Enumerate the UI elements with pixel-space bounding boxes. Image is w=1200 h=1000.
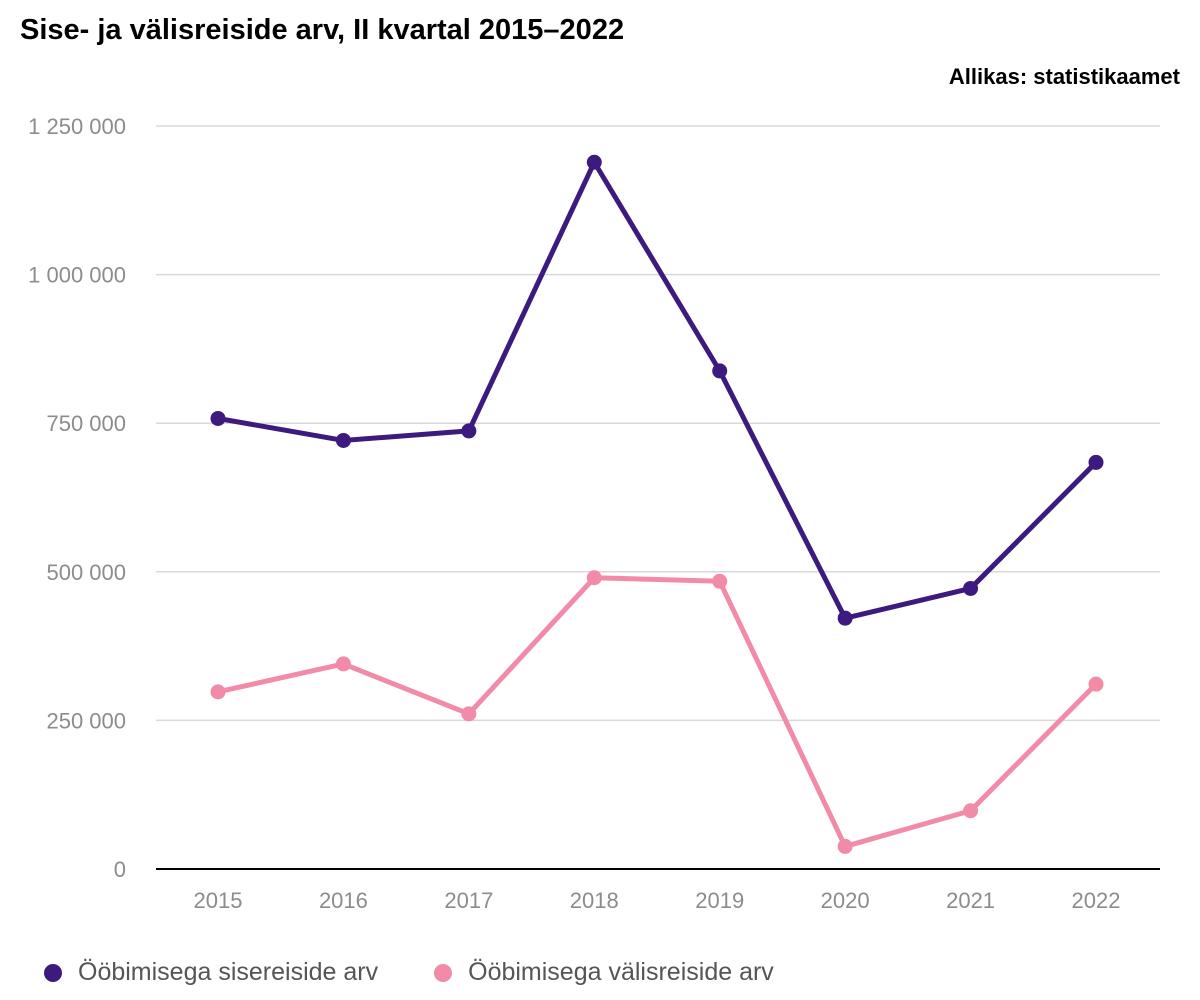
chart-title: Sise- ja välisreiside arv, II kvartal 20…: [20, 14, 625, 46]
x-tick-label: 2020: [821, 888, 870, 913]
series-lines: [215, 159, 1099, 849]
data-point-series-1: [461, 423, 477, 439]
y-tick-label: 1 000 000: [28, 263, 126, 288]
x-tick-label: 2019: [695, 888, 744, 913]
x-tick-label: 2021: [946, 888, 995, 913]
data-point-series-1: [210, 410, 226, 426]
data-point-series-1: [335, 432, 351, 448]
data-point-series-2: [1088, 676, 1104, 692]
x-tick-label: 2018: [570, 888, 619, 913]
data-point-series-2: [586, 570, 602, 586]
data-point-series-2: [461, 706, 477, 722]
y-tick-label: 1 250 000: [28, 114, 126, 139]
x-tick-label: 2017: [444, 888, 493, 913]
source-label: Allikas: statistikaamet: [948, 64, 1180, 89]
x-tick-label: 2022: [1072, 888, 1121, 913]
legend-marker-icon: [44, 963, 62, 982]
data-point-series-1: [712, 363, 728, 379]
y-tick-label: 250 000: [46, 708, 126, 733]
y-tick-label: 500 000: [46, 560, 126, 585]
series-line-2: [215, 575, 1099, 849]
x-axis-tick-labels: 2015 2016 2017 2018 2019 2020 2021 2022: [194, 888, 1121, 913]
data-point-series-1: [963, 580, 979, 596]
data-points: [210, 154, 1104, 854]
data-point-series-1: [1088, 454, 1104, 470]
legend-marker-icon: [434, 963, 453, 982]
data-point-series-2: [837, 838, 853, 854]
legend-item-series-1: Ööbimisega sisereiside arv: [44, 958, 378, 987]
series-line-1: [215, 159, 1099, 621]
line-chart: 0 250 000 500 000 750 000 1 000 000 1 250 000…: [28, 114, 1160, 913]
data-point-series-1: [837, 610, 853, 626]
legend-label: Ööbimisega välisreiside arv: [468, 958, 774, 986]
data-point-series-1: [586, 154, 602, 170]
y-tick-label: 0: [114, 857, 126, 882]
data-point-series-2: [335, 656, 351, 672]
legend: Ööbimisega sisereiside arv Ööbimisega vä…: [44, 958, 774, 987]
legend-label: Ööbimisega sisereiside arv: [78, 958, 379, 986]
data-point-series-2: [963, 803, 979, 819]
y-axis-tick-labels: 0 250 000 500 000 750 000 1 000 000 1 250 000: [28, 114, 126, 882]
legend-item-series-2: Ööbimisega välisreiside arv: [434, 958, 774, 987]
y-tick-label: 750 000: [46, 411, 126, 436]
data-point-series-2: [210, 684, 226, 700]
x-tick-label: 2016: [319, 888, 368, 913]
data-point-series-2: [712, 573, 728, 589]
grid-lines: [156, 125, 1160, 870]
x-tick-label: 2015: [194, 888, 243, 913]
